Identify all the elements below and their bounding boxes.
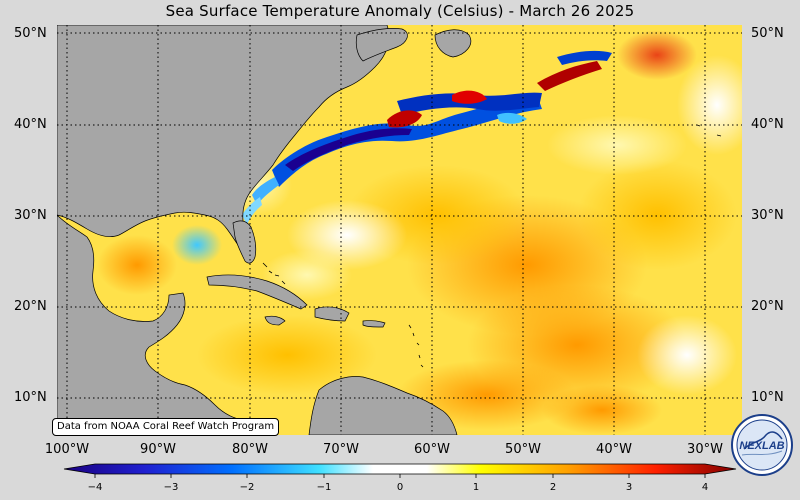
south-america-land [308, 376, 458, 435]
colorbar-tick-minus4: −4 [87, 482, 103, 493]
colorbar [63, 463, 737, 478]
colorbar-tick-4: 4 [701, 482, 709, 493]
lon-label-90w: 90°W [140, 442, 176, 457]
canadian-maritimes-land [355, 28, 408, 62]
lon-label-40w: 40°W [596, 442, 632, 457]
lon-label-100w: 100°W [44, 442, 90, 457]
mexico-land [57, 214, 258, 435]
svg-text:NEXLAB: NEXLAB [739, 440, 784, 452]
colorbar-tick-3: 3 [625, 482, 633, 493]
colorbar-tick-minus1: −1 [316, 482, 332, 493]
lon-label-80w: 80°W [232, 442, 268, 457]
lat-label-right-10n: 10°N [751, 390, 784, 405]
sst-anomaly-map [57, 25, 742, 435]
lon-label-50w: 50°W [505, 442, 541, 457]
newfoundland-land [434, 29, 472, 58]
lon-label-70w: 70°W [323, 442, 359, 457]
cuba-land [206, 274, 308, 310]
nexlab-logo: NEXLAB [731, 414, 793, 476]
lat-label-10n: 10°N [14, 390, 47, 405]
colorbar-tick-2: 2 [549, 482, 557, 493]
jamaica-land [264, 315, 286, 326]
colorbar-gradient [63, 463, 737, 475]
colorbar-tick-1: 1 [472, 482, 480, 493]
lon-label-60w: 60°W [414, 442, 450, 457]
florida-land [232, 220, 257, 264]
lat-label-right-30n: 30°N [751, 208, 784, 223]
warm-eddies [387, 50, 612, 128]
lat-label-50n: 50°N [14, 26, 47, 41]
hispaniola-land [314, 306, 350, 322]
gulf-stream-cold-band [242, 92, 542, 225]
anomaly-field [97, 30, 742, 435]
lon-label-30w: 30°W [687, 442, 723, 457]
land-masses [57, 25, 472, 435]
lat-label-30n: 30°N [14, 208, 47, 223]
map-title: Sea Surface Temperature Anomaly (Celsius… [165, 2, 635, 20]
data-credit-label: Data from NOAA Coral Reef Watch Program [52, 418, 280, 436]
colorbar-tick-minus3: −3 [163, 482, 179, 493]
lat-label-right-40n: 40°N [751, 117, 784, 132]
lat-label-right-50n: 50°N [751, 26, 784, 41]
graticule [57, 25, 742, 435]
lat-label-40n: 40°N [14, 117, 47, 132]
colorbar-tick-0: 0 [396, 482, 404, 493]
lat-label-right-20n: 20°N [751, 299, 784, 314]
island-outlines [262, 124, 722, 368]
colorbar-tick-minus2: −2 [239, 482, 255, 493]
puerto-rico-land [362, 320, 386, 328]
lat-label-20n: 20°N [14, 299, 47, 314]
